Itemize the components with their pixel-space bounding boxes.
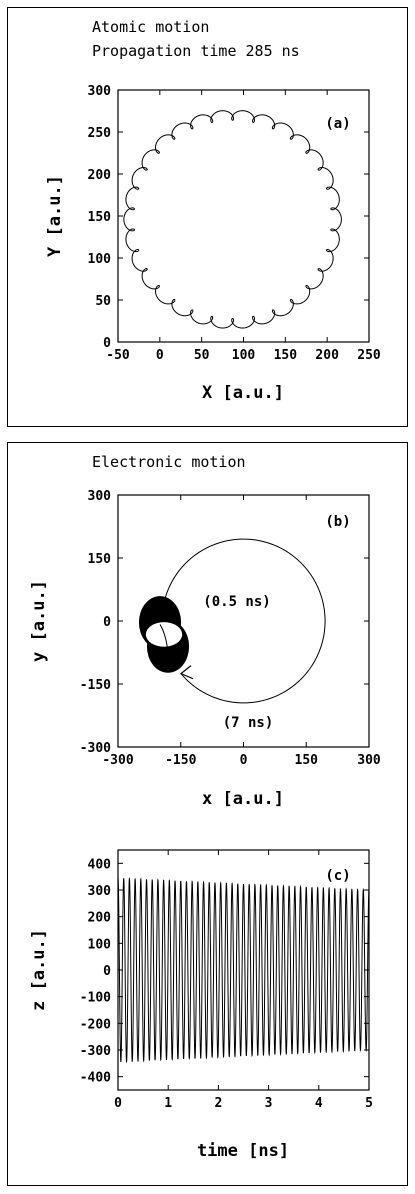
plot-a-ytick-label: 0 xyxy=(103,336,111,351)
plot-c-ytick-label: -200 xyxy=(80,1017,111,1032)
plot-c-xlabel: time [ns] xyxy=(197,1141,289,1161)
plot-a-ytick-label: 200 xyxy=(88,168,112,183)
plot-c-ytick-label: 100 xyxy=(88,937,112,952)
plot-a-xtick-label: 250 xyxy=(357,348,381,363)
plot-b-ylabel: y [a.u.] xyxy=(29,580,49,662)
plot-a-xtick-label: 100 xyxy=(232,348,256,363)
plot-a-ytick-label: 150 xyxy=(88,210,112,225)
plot-b-ytick-label: 150 xyxy=(88,552,112,567)
plot-curves xyxy=(117,110,370,1064)
plot-b-ytick-label: 0 xyxy=(103,615,111,630)
plot-a-ytick-label: 300 xyxy=(88,84,112,99)
atomic-motion-title: Atomic motion xyxy=(92,18,210,36)
plot-c-ytick-label: 300 xyxy=(88,884,112,899)
plot-c-xtick-label: 0 xyxy=(114,1096,122,1111)
plot-b-xlabel: x [a.u.] xyxy=(202,789,284,809)
propagation-time-subtitle: Propagation time 285 ns xyxy=(92,42,300,60)
plot-c-ytick-label: -400 xyxy=(80,1071,111,1086)
plot-a-xtick-label: -50 xyxy=(106,348,130,363)
plot-b-arrowhead xyxy=(179,665,194,680)
annotation-0-5ns: (0.5 ns) xyxy=(203,594,270,610)
electronic-motion-panel xyxy=(7,442,408,1186)
plot-a-ytick-label: 250 xyxy=(88,126,112,141)
plot-c-xtick-label: 3 xyxy=(265,1096,273,1111)
plot-c-ytick-label: 200 xyxy=(88,911,112,926)
plot-a-xtick-label: 200 xyxy=(315,348,339,363)
plot-a-trajectory-line xyxy=(123,110,342,329)
plot-b-xtick-label: -300 xyxy=(102,753,133,768)
plot-c-ytick-label: -300 xyxy=(80,1044,111,1059)
plot-a-xtick-label: 50 xyxy=(194,348,210,363)
plot-c-ytick-label: -100 xyxy=(80,991,111,1006)
plot-b-xtick-label: 300 xyxy=(357,753,381,768)
plot-c-label: (c) xyxy=(325,868,350,884)
plot-a-xtick-label: 0 xyxy=(156,348,164,363)
plot-b-ytick-label: -150 xyxy=(80,678,111,693)
plot-a-label: (a) xyxy=(325,116,350,132)
plot-c-xtick-label: 5 xyxy=(365,1096,373,1111)
plot-c-ylabel: z [a.u.] xyxy=(29,929,49,1011)
plot-c-ytick-label: 0 xyxy=(103,964,111,979)
plot-b-xtick-label: 0 xyxy=(240,753,248,768)
plot-b-label: (b) xyxy=(325,514,350,530)
plot-b-center-trace xyxy=(159,624,169,653)
plot-b-drift-line xyxy=(161,538,326,704)
plot-a-ylabel: Y [a.u.] xyxy=(45,175,65,257)
plot-c-xtick-label: 1 xyxy=(164,1096,172,1111)
electronic-motion-title: Electronic motion xyxy=(92,453,246,471)
plot-b-xtick-label: -150 xyxy=(165,753,196,768)
plot-b-ytick-label: 300 xyxy=(88,489,112,504)
plot-b-xtick-label: 150 xyxy=(295,753,319,768)
plot-a-ytick-label: 100 xyxy=(88,252,112,267)
plot-c-ytick-label: 400 xyxy=(88,857,112,872)
plot-a-xtick-label: 150 xyxy=(274,348,298,363)
plot-a-xlabel: X [a.u.] xyxy=(202,383,284,403)
plot-c-xtick-label: 2 xyxy=(214,1096,222,1111)
annotation-7ns: (7 ns) xyxy=(223,715,274,731)
plot-c-oscillation-line xyxy=(117,877,370,1064)
plot-b-ticks: -300 -150 0 150 300 -300 -150 0 150 300 xyxy=(80,489,381,768)
plot-a-ytick-label: 50 xyxy=(95,294,111,309)
plot-c-xtick-label: 4 xyxy=(315,1096,323,1111)
plot-b-ytick-label: -300 xyxy=(80,741,111,756)
